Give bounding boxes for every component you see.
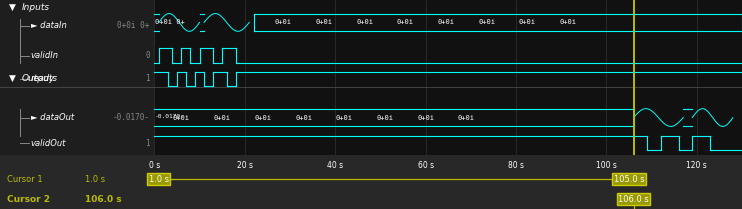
Text: 0+0i: 0+0i — [275, 19, 292, 25]
Text: 105.0 s: 105.0 s — [614, 175, 644, 184]
Text: 1.0 s: 1.0 s — [149, 175, 169, 184]
Text: 0+0i: 0+0i — [397, 19, 414, 25]
Text: 106.0 s: 106.0 s — [85, 195, 122, 204]
Text: 0+0i: 0+0i — [173, 115, 190, 121]
Text: 0+0i: 0+0i — [295, 115, 312, 121]
Text: 1: 1 — [145, 74, 150, 83]
Text: ► dataOut: ► dataOut — [31, 113, 74, 122]
Text: -0.0170-: -0.0170- — [113, 113, 150, 122]
Text: 0+0i 0+: 0+0i 0+ — [117, 21, 150, 30]
Text: 120 s: 120 s — [686, 161, 707, 170]
Text: Inputs: Inputs — [22, 3, 50, 12]
Text: 0+0i: 0+0i — [315, 19, 332, 25]
Text: 1: 1 — [145, 139, 150, 148]
Text: 0+0i: 0+0i — [376, 115, 393, 121]
Text: ▼: ▼ — [9, 3, 16, 12]
Text: Cursor 2: Cursor 2 — [7, 195, 50, 204]
Text: 40 s: 40 s — [327, 161, 344, 170]
Text: 0+0i: 0+0i — [417, 115, 434, 121]
Text: 60 s: 60 s — [418, 161, 433, 170]
Text: 0+0i: 0+0i — [458, 115, 475, 121]
Text: 106.0 s: 106.0 s — [618, 195, 649, 204]
Text: 0+0i: 0+0i — [356, 19, 373, 25]
Text: 0+0i: 0+0i — [519, 19, 536, 25]
Text: ▼: ▼ — [9, 74, 16, 83]
Text: 0+0i: 0+0i — [214, 115, 231, 121]
Text: 1.0 s: 1.0 s — [85, 175, 105, 184]
Text: 80 s: 80 s — [508, 161, 524, 170]
Text: 0+0i: 0+0i — [437, 19, 454, 25]
Text: 0 s: 0 s — [148, 161, 160, 170]
Text: ► dataIn: ► dataIn — [31, 21, 67, 30]
Text: -0.0170-: -0.0170- — [155, 114, 185, 119]
Text: 0+0i: 0+0i — [478, 19, 495, 25]
Text: 20 s: 20 s — [237, 161, 253, 170]
Text: validOut: validOut — [31, 139, 66, 148]
Text: 100 s: 100 s — [596, 161, 617, 170]
Text: 0: 0 — [145, 51, 150, 60]
Text: 0+0i: 0+0i — [335, 115, 352, 121]
Text: 0+0i: 0+0i — [559, 19, 577, 25]
Text: Cursor 1: Cursor 1 — [7, 175, 43, 184]
Text: validIn: validIn — [31, 51, 59, 60]
Text: Outputs: Outputs — [22, 74, 58, 83]
Text: ready: ready — [31, 74, 55, 83]
Text: 0+0i 0+: 0+0i 0+ — [155, 19, 185, 25]
Text: 0+0i: 0+0i — [255, 115, 272, 121]
